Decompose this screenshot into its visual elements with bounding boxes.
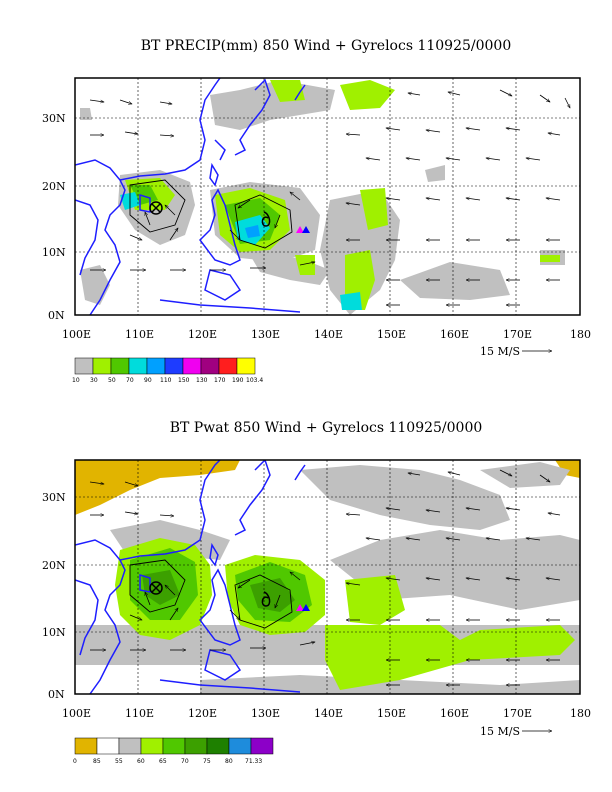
svg-text:20N: 20N [42, 559, 66, 572]
colorbar-precip: 10 30 50 70 90 110 150 130 170 190 103.4 [72, 357, 263, 384]
svg-text:30N: 30N [42, 112, 66, 125]
svg-text:120E: 120E [188, 328, 217, 341]
vector-scale-label-precip: 15 M/S [480, 345, 520, 358]
svg-text:150E: 150E [377, 707, 406, 720]
circle-x-icon [149, 201, 163, 215]
svg-text:110: 110 [160, 377, 172, 384]
svg-text:100E: 100E [62, 707, 91, 720]
svg-text:110E: 110E [125, 328, 154, 341]
map-panel-precip: 100E 110E 120E 130E 140E 150E 160E 170E … [42, 77, 591, 384]
svg-text:30: 30 [90, 377, 98, 384]
svg-text:170E: 170E [503, 328, 532, 341]
gyre-outline-precip [129, 179, 293, 249]
coastlines-pwat [75, 460, 306, 694]
map-frame-pwat [74, 459, 581, 695]
svg-text:71.33: 71.33 [245, 758, 262, 765]
svg-text:170: 170 [214, 377, 226, 384]
svg-text:100E: 100E [62, 328, 91, 341]
svg-text:55: 55 [115, 758, 123, 765]
svg-text:70: 70 [126, 377, 134, 384]
svg-text:50: 50 [108, 377, 116, 384]
svg-text:110E: 110E [125, 707, 154, 720]
svg-text:150: 150 [178, 377, 190, 384]
svg-text:90: 90 [144, 377, 152, 384]
svg-text:190: 190 [232, 377, 244, 384]
svg-text:30N: 30N [42, 491, 66, 504]
svg-text:0: 0 [73, 758, 77, 765]
svg-text:85: 85 [93, 758, 101, 765]
pwat-shading-gold [75, 460, 580, 515]
svg-text:10N: 10N [42, 246, 66, 259]
gyre-outline-pwat [129, 559, 293, 629]
svg-text:65: 65 [159, 758, 167, 765]
svg-text:60: 60 [137, 758, 145, 765]
svg-text:70: 70 [181, 758, 189, 765]
map-frame-precip [74, 77, 581, 316]
svg-text:0N: 0N [48, 688, 65, 701]
svg-text:160E: 160E [440, 707, 469, 720]
panel-title-pwat: BT Pwat 850 Wind + Gyrelocs 110925/0000 [169, 420, 483, 436]
svg-text:130: 130 [196, 377, 208, 384]
svg-text:130E: 130E [251, 707, 280, 720]
vector-scale-label-pwat: 15 M/S [480, 725, 520, 738]
grid-lines-precip [75, 78, 580, 315]
svg-text:180: 180 [570, 328, 591, 341]
wind-vectors-pwat [89, 469, 561, 685]
precip-shading-cyan [120, 192, 362, 310]
storm-triangles-precip [296, 226, 310, 233]
x-tick-labels-pwat: 100E 110E 120E 130E 140E 150E 160E 170E … [62, 707, 591, 720]
svg-text:20N: 20N [42, 180, 66, 193]
y-tick-labels-pwat: 0N 10N 20N 30N [42, 491, 66, 701]
svg-text:160E: 160E [440, 328, 469, 341]
x-tick-labels-precip: 100E 110E 120E 130E 140E 150E 160E 170E … [62, 328, 591, 341]
circle-x-icon [149, 581, 163, 595]
svg-text:10N: 10N [42, 626, 66, 639]
panel-title-precip: BT PRECIP(mm) 850 Wind + Gyrelocs 110925… [140, 38, 512, 54]
typhoon-icon [261, 211, 271, 227]
wind-vectors-precip [89, 89, 571, 305]
svg-text:10: 10 [72, 377, 80, 384]
svg-text:0N: 0N [48, 309, 65, 322]
svg-text:75: 75 [203, 758, 211, 765]
coastlines-precip [75, 78, 306, 315]
svg-text:170E: 170E [503, 707, 532, 720]
typhoon-icon [261, 591, 271, 607]
svg-text:140E: 140E [314, 328, 343, 341]
svg-text:120E: 120E [188, 707, 217, 720]
svg-text:103.4: 103.4 [246, 377, 263, 384]
svg-text:130E: 130E [251, 328, 280, 341]
storm-triangles-pwat [296, 604, 310, 611]
svg-text:140E: 140E [314, 707, 343, 720]
colorbar-pwat: 0 85 55 60 65 70 75 80 71.33 [73, 737, 274, 765]
y-tick-labels-precip: 0N 10N 20N 30N [42, 112, 66, 322]
svg-text:180: 180 [570, 707, 591, 720]
map-panel-pwat: 100E 110E 120E 130E 140E 150E 160E 170E … [42, 459, 591, 765]
svg-text:150E: 150E [377, 328, 406, 341]
svg-text:80: 80 [225, 758, 233, 765]
